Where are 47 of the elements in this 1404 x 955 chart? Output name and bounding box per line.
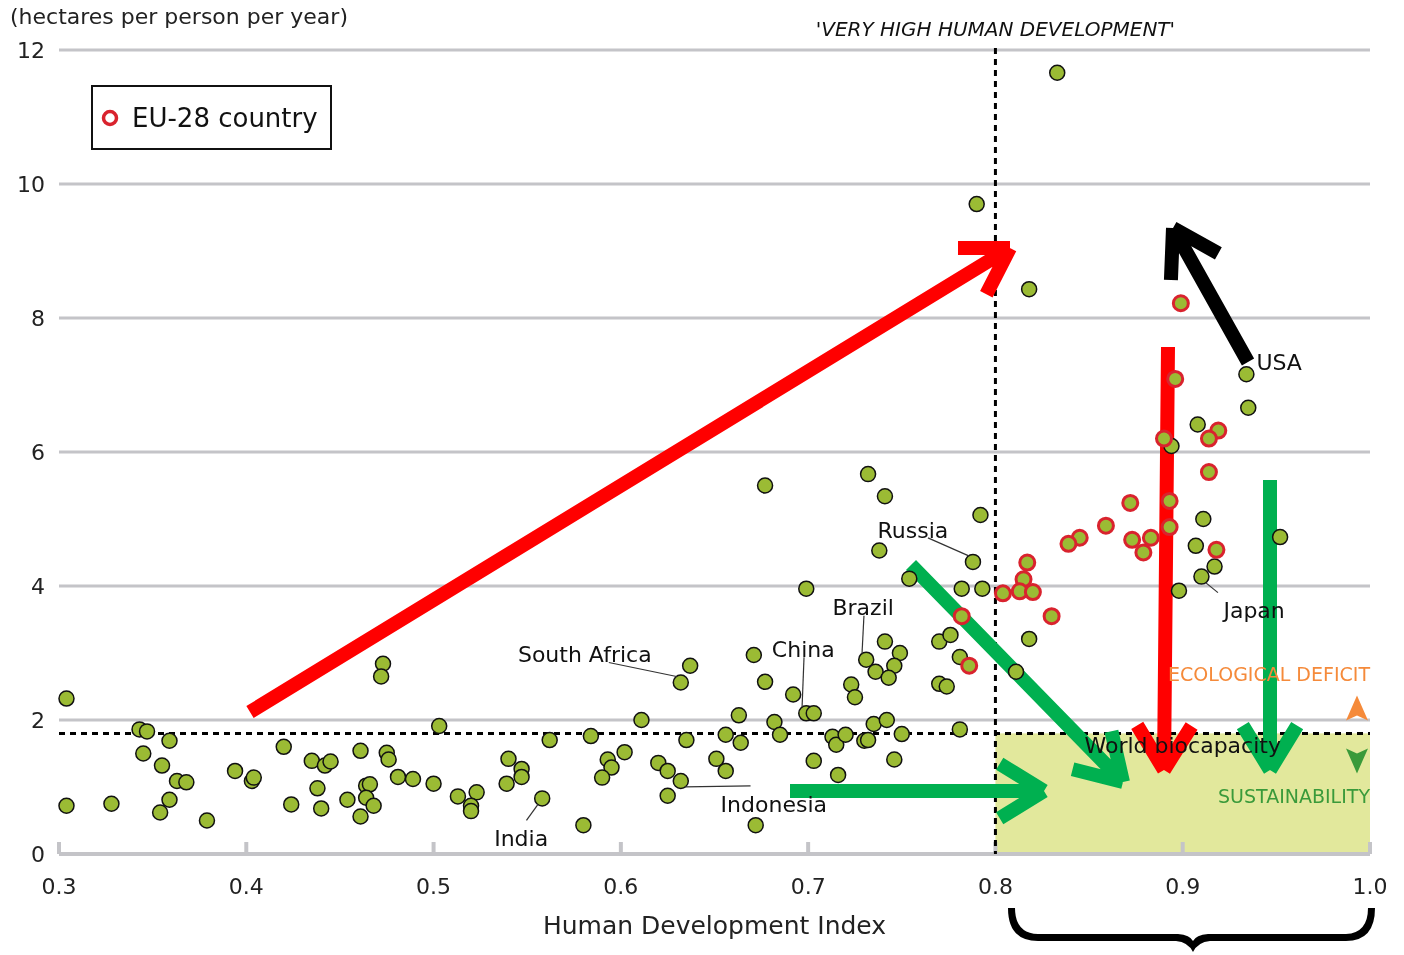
x-tick-label: 0.9 xyxy=(1165,874,1201,899)
band-label: SUSTAINABILITY xyxy=(1217,785,1371,808)
point xyxy=(1018,553,1037,572)
point xyxy=(993,584,1012,603)
point xyxy=(1160,518,1179,537)
point xyxy=(1134,543,1153,562)
y-axis-title: (hectares per person per year) xyxy=(10,4,348,29)
point xyxy=(1171,294,1190,313)
x-tick-label: 0.8 xyxy=(977,874,1013,899)
point xyxy=(1123,530,1142,549)
point xyxy=(1199,463,1218,482)
annotation: Russia xyxy=(877,517,949,543)
annotation: Brazil xyxy=(832,595,894,621)
y-tick-label: 10 xyxy=(17,171,45,197)
legend-label: EU-28 country xyxy=(132,103,318,134)
point xyxy=(1096,516,1115,535)
point xyxy=(1023,583,1042,602)
x-tick-label: 1.0 xyxy=(1352,874,1388,899)
x-tick-label: 0.3 xyxy=(41,874,77,899)
x-tick-label: 0.6 xyxy=(603,874,639,899)
point xyxy=(1207,540,1226,559)
annotation: USA xyxy=(1256,349,1302,375)
point xyxy=(1154,429,1173,448)
point xyxy=(1121,493,1140,512)
y-tick-label: 8 xyxy=(31,305,45,331)
y-tick-label: 2 xyxy=(31,707,45,733)
y-tick-label: 0 xyxy=(31,841,45,867)
point xyxy=(1141,528,1160,547)
x-axis-title: Human Development Index xyxy=(542,911,887,940)
point xyxy=(1042,607,1061,626)
annotation: South Africa xyxy=(517,642,652,668)
annotation: India xyxy=(494,826,549,852)
x-tick-label: 0.4 xyxy=(228,874,264,899)
point xyxy=(1199,429,1218,448)
point xyxy=(1059,534,1078,553)
annotation: Indonesia xyxy=(720,791,827,817)
ref-line-label: 'VERY HIGH HUMAN DEVELOPMENT' xyxy=(815,17,1176,41)
point xyxy=(1166,369,1185,388)
y-tick-label: 4 xyxy=(31,573,45,599)
point xyxy=(952,607,971,626)
annotation: China xyxy=(771,637,835,662)
point xyxy=(1160,491,1179,510)
y-tick-label: 12 xyxy=(17,37,45,63)
x-tick-label: 0.7 xyxy=(790,874,826,899)
y-tick-label: 6 xyxy=(31,439,45,465)
point xyxy=(960,656,979,675)
x-tick-label: 0.5 xyxy=(416,874,452,899)
